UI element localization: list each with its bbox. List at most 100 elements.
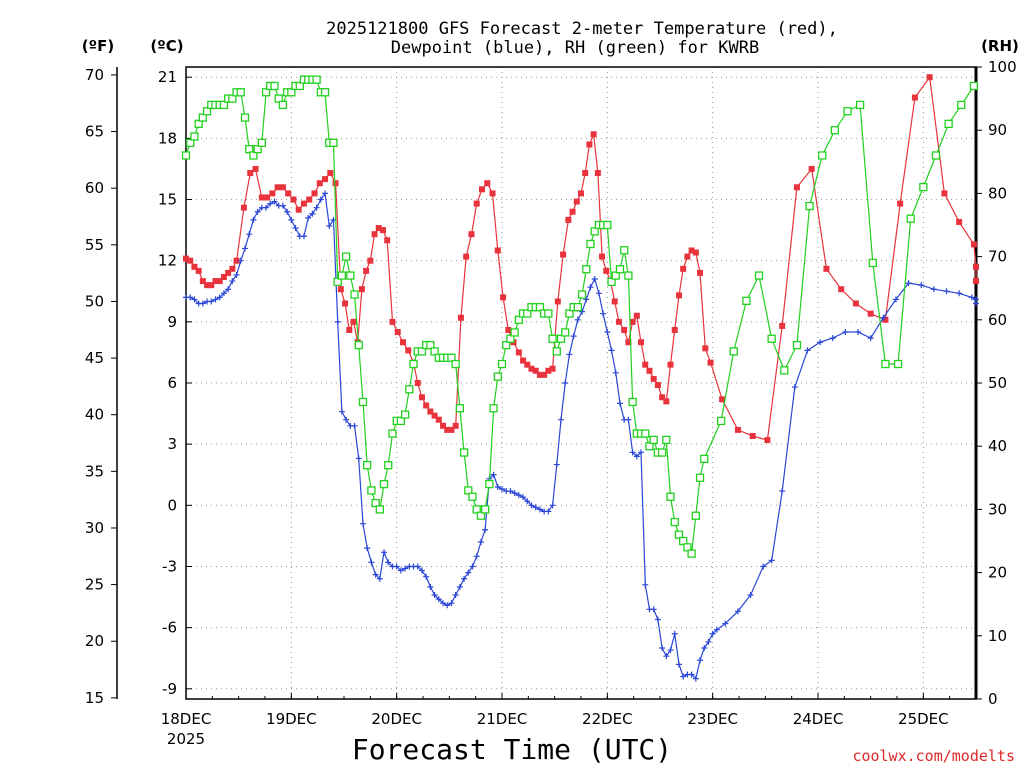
rh-point: [287, 88, 296, 97]
dewpoint-point: [697, 657, 704, 664]
dewpoint-point: [579, 308, 586, 315]
rh-point: [405, 385, 414, 394]
fahrenheit-tick-label: 30: [85, 519, 104, 537]
rh-point: [459, 448, 469, 457]
dewpoint-point: [511, 490, 518, 497]
temperature-point: [423, 402, 430, 409]
celsius-tick-label: -6: [162, 619, 177, 637]
temperature-point: [448, 426, 455, 433]
dewpoint-point: [705, 638, 712, 645]
temperature-point: [599, 253, 606, 260]
dewpoint-point: [309, 210, 316, 217]
dewpoint-point: [372, 571, 379, 578]
dewpoint-point: [574, 316, 581, 323]
day-tick-label: 18DEC: [161, 710, 212, 728]
temperature-point: [183, 255, 189, 262]
rh-point: [409, 359, 418, 369]
rh-point: [620, 246, 629, 255]
dewpoint-point: [633, 453, 640, 460]
temperature-point: [394, 329, 401, 336]
day-tick-label: 20DEC: [371, 710, 422, 728]
dewpoint-point: [562, 380, 569, 386]
dewpoint-point: [638, 449, 645, 456]
temperature-point: [911, 94, 918, 101]
temperature-point: [611, 298, 618, 305]
dewpoint-point: [930, 286, 937, 293]
dewpoint-point: [659, 645, 666, 652]
temperature-point: [524, 361, 531, 368]
dewpoint-point: [892, 296, 899, 303]
dewpoint-point: [355, 455, 362, 462]
rh-point: [228, 94, 237, 103]
temperature-point: [973, 278, 979, 285]
dewpoint-point: [587, 284, 594, 291]
dewpoint-point: [549, 502, 556, 509]
rh-point: [535, 303, 545, 312]
temperature-point: [663, 398, 670, 405]
rh-point: [919, 182, 928, 192]
rh-tick-label: 40: [988, 437, 1007, 455]
temperature-point: [414, 380, 421, 386]
temperature-point: [823, 265, 830, 272]
day-tick-label: 24DEC: [793, 710, 844, 728]
dewpoint-point: [359, 520, 366, 527]
temperature-point: [629, 318, 636, 325]
temperature-point: [970, 241, 977, 248]
dewpoint-point: [338, 408, 345, 415]
temperature-point: [515, 349, 522, 356]
dewpoint-point: [263, 204, 270, 211]
temperature-point: [586, 141, 593, 148]
rh-point: [624, 271, 633, 280]
dewpoint-point: [494, 483, 501, 490]
rh-point: [363, 461, 372, 470]
x-axis-label: Forecast Time (UTC): [352, 733, 672, 766]
dewpoint-point: [520, 494, 527, 501]
rh-point: [190, 132, 199, 141]
rh-point: [375, 505, 384, 514]
rh-point: [426, 340, 435, 350]
celsius-tick-label: -9: [162, 680, 177, 698]
rh-point: [603, 220, 612, 230]
dewpoint-point: [680, 673, 687, 680]
dewpoint-point: [701, 645, 708, 652]
dewpoint-point: [709, 630, 716, 637]
rh-point: [295, 81, 304, 91]
rh-unit-label: (RH): [981, 37, 1019, 55]
dewpoint-point: [583, 296, 590, 303]
rh-point: [969, 81, 979, 91]
temperature-point: [560, 251, 567, 258]
temperature-point: [489, 190, 496, 197]
dewpoint-point: [918, 282, 925, 289]
dewpoint-point: [381, 549, 388, 556]
celsius-tick-label: 21: [158, 68, 177, 86]
temperature-point: [532, 367, 539, 374]
dewpoint-point: [595, 290, 602, 297]
rh-point: [818, 151, 827, 160]
dewpoint-point: [469, 563, 476, 570]
temperature-point: [279, 184, 286, 191]
dewpoint-point: [246, 231, 253, 238]
rh-point: [780, 366, 789, 375]
credit-text: coolwx.com/modelts: [852, 747, 1015, 765]
rh-point: [573, 303, 582, 312]
rh-point: [202, 107, 212, 116]
dewpoint-point: [760, 563, 767, 570]
dewpoint-point: [671, 630, 678, 637]
rh-point: [489, 404, 498, 413]
rh-point: [270, 81, 279, 91]
fahrenheit-tick-label: 60: [85, 179, 104, 197]
temperature-point: [247, 170, 254, 177]
day-tick-label: 21DEC: [477, 710, 528, 728]
dewpoint-point: [212, 296, 219, 303]
dewpoint-point: [625, 416, 632, 423]
dewpoint-point: [880, 314, 887, 321]
dewpoint-point: [557, 416, 564, 423]
temperature-point: [444, 426, 451, 433]
dewpoint-point: [905, 280, 912, 287]
fahrenheit-tick-label: 70: [85, 66, 104, 84]
rh-point: [582, 265, 591, 274]
rh-tick-label: 60: [988, 311, 1007, 329]
rh-point: [615, 265, 625, 274]
temperature-point: [346, 326, 353, 333]
dewpoint-point: [343, 416, 350, 423]
